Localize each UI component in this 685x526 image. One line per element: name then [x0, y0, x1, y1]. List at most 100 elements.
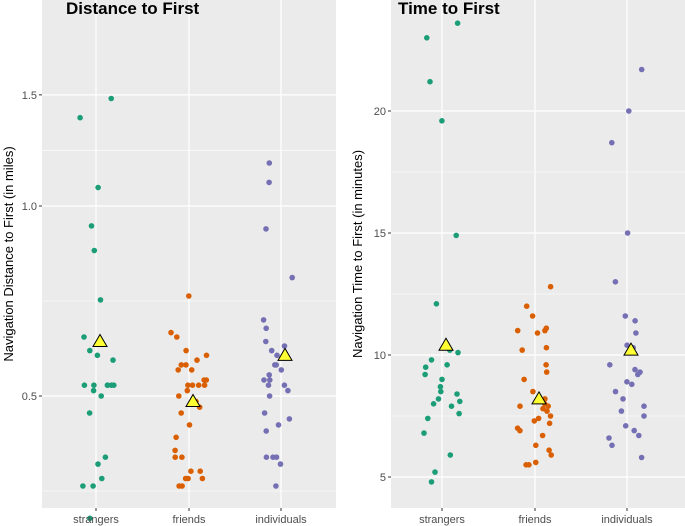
time-point-friends: [517, 427, 523, 434]
time-point-individuals: [609, 442, 615, 449]
time-point-strangers: [427, 78, 433, 85]
distance-point-strangers: [95, 184, 101, 191]
distance-point-strangers: [80, 483, 86, 489]
distance-point-strangers: [87, 515, 93, 522]
time-point-individuals: [638, 454, 645, 461]
time-x-tick-label-individuals: individuals: [601, 514, 653, 526]
distance-point-friends: [186, 422, 193, 428]
time-point-strangers: [435, 396, 442, 402]
time-point-strangers: [437, 383, 444, 390]
time-point-friends: [539, 432, 546, 439]
time-point-individuals: [622, 313, 629, 319]
time-point-friends: [542, 327, 548, 334]
distance-point-individuals: [263, 226, 269, 232]
time-point-individuals: [612, 279, 619, 285]
distance-y-ticks: 0.5 1.0 1.5: [22, 90, 42, 403]
distance-point-strangers: [110, 357, 116, 363]
distance-point-individuals: [263, 325, 270, 332]
time-mean-marker-friends: [531, 390, 547, 405]
distance-point-friends: [185, 475, 191, 482]
distance-point-strangers: [86, 410, 93, 416]
time-mean-markers: [438, 337, 639, 405]
distance-point-friends: [188, 367, 195, 373]
distance-point-friends: [189, 382, 196, 389]
time-x-ticks: strangers friends individuals: [419, 508, 653, 526]
distance-point-strangers: [108, 382, 115, 389]
distance-mean-marker-strangers: [92, 333, 108, 347]
distance-point-individuals: [266, 372, 273, 378]
distance-point-individuals: [265, 382, 272, 389]
distance-point-individuals: [261, 410, 268, 416]
distance-point-individuals: [261, 377, 267, 383]
time-point-individuals: [638, 66, 645, 73]
distance-point-friends: [188, 468, 194, 475]
distance-point-friends: [178, 362, 185, 368]
distance-point-strangers: [98, 393, 104, 399]
time-point-friends: [523, 303, 530, 310]
distance-point-strangers: [88, 223, 95, 229]
distance-mean-marker-friends: [185, 393, 201, 408]
distance-point-friends: [203, 352, 210, 359]
distance-point-friends: [199, 475, 206, 482]
distance-point-friends: [179, 483, 185, 489]
distance-mean-marker-individuals: [277, 347, 293, 361]
distance-point-individuals: [267, 377, 273, 383]
time-point-friends: [531, 418, 538, 424]
time-point-friends: [519, 347, 525, 353]
distance-point-friends: [201, 377, 207, 383]
time-point-strangers: [447, 452, 454, 458]
time-point-strangers: [453, 232, 460, 239]
time-point-strangers: [439, 376, 445, 383]
time-point-individuals: [622, 423, 629, 429]
distance-gridlines: [42, 0, 336, 508]
distance-point-strangers: [94, 352, 101, 359]
distance-point-friends: [201, 382, 208, 389]
time-point-strangers: [430, 401, 437, 407]
time-point-strangers: [457, 398, 463, 405]
time-point-individuals: [618, 408, 625, 414]
time-x-tick-label-friends: friends: [518, 514, 552, 526]
distance-point-individuals: [273, 454, 280, 461]
distance-point-friends: [186, 293, 192, 299]
distance-point-individuals: [260, 317, 267, 323]
time-point-friends: [546, 420, 553, 427]
distance-y-tick-label: 0.5: [22, 391, 37, 403]
time-point-strangers: [428, 479, 435, 485]
time-point-individuals: [624, 230, 631, 236]
time-y-tick-label: 15: [374, 228, 386, 240]
distance-y-tick-label: 1.0: [22, 201, 37, 213]
distance-point-strangers: [91, 382, 97, 389]
time-point-individuals: [635, 371, 641, 378]
time-point-individuals: [612, 388, 619, 395]
time-point-friends: [543, 369, 550, 375]
time-plot-background: [391, 0, 685, 508]
distance-point-strangers: [102, 454, 109, 461]
time-point-strangers: [455, 349, 461, 356]
time-point-individuals: [624, 379, 630, 385]
distance-point-strangers: [97, 297, 104, 303]
time-point-individuals: [633, 330, 639, 336]
distance-point-individuals: [286, 416, 293, 422]
time-point-individuals: [629, 381, 635, 388]
distance-point-individuals: [275, 422, 282, 428]
distance-x-ticks: strangers friends individuals: [73, 508, 307, 526]
time-point-strangers: [454, 391, 460, 397]
time-point-strangers: [444, 362, 450, 368]
distance-point-individuals: [273, 362, 280, 368]
time-point-friends: [544, 408, 550, 414]
distance-x-tick-label-friends: friends: [172, 514, 206, 526]
time-y-tick-label: 20: [374, 106, 386, 118]
time-point-friends: [545, 403, 551, 410]
distance-point-individuals: [266, 393, 273, 399]
time-point-individuals: [636, 432, 642, 439]
time-point-strangers: [438, 388, 444, 395]
distance-panel: 0.5 1.0 1.5 strangers friends individuals Di…: [1, 0, 336, 526]
time-point-strangers: [432, 469, 438, 475]
time-point-individuals: [606, 435, 612, 441]
time-point-strangers: [422, 371, 428, 378]
time-mean-marker-strangers: [438, 337, 454, 351]
distance-point-strangers: [91, 247, 98, 254]
distance-point-individuals: [266, 179, 272, 186]
distance-point-strangers: [90, 387, 97, 394]
